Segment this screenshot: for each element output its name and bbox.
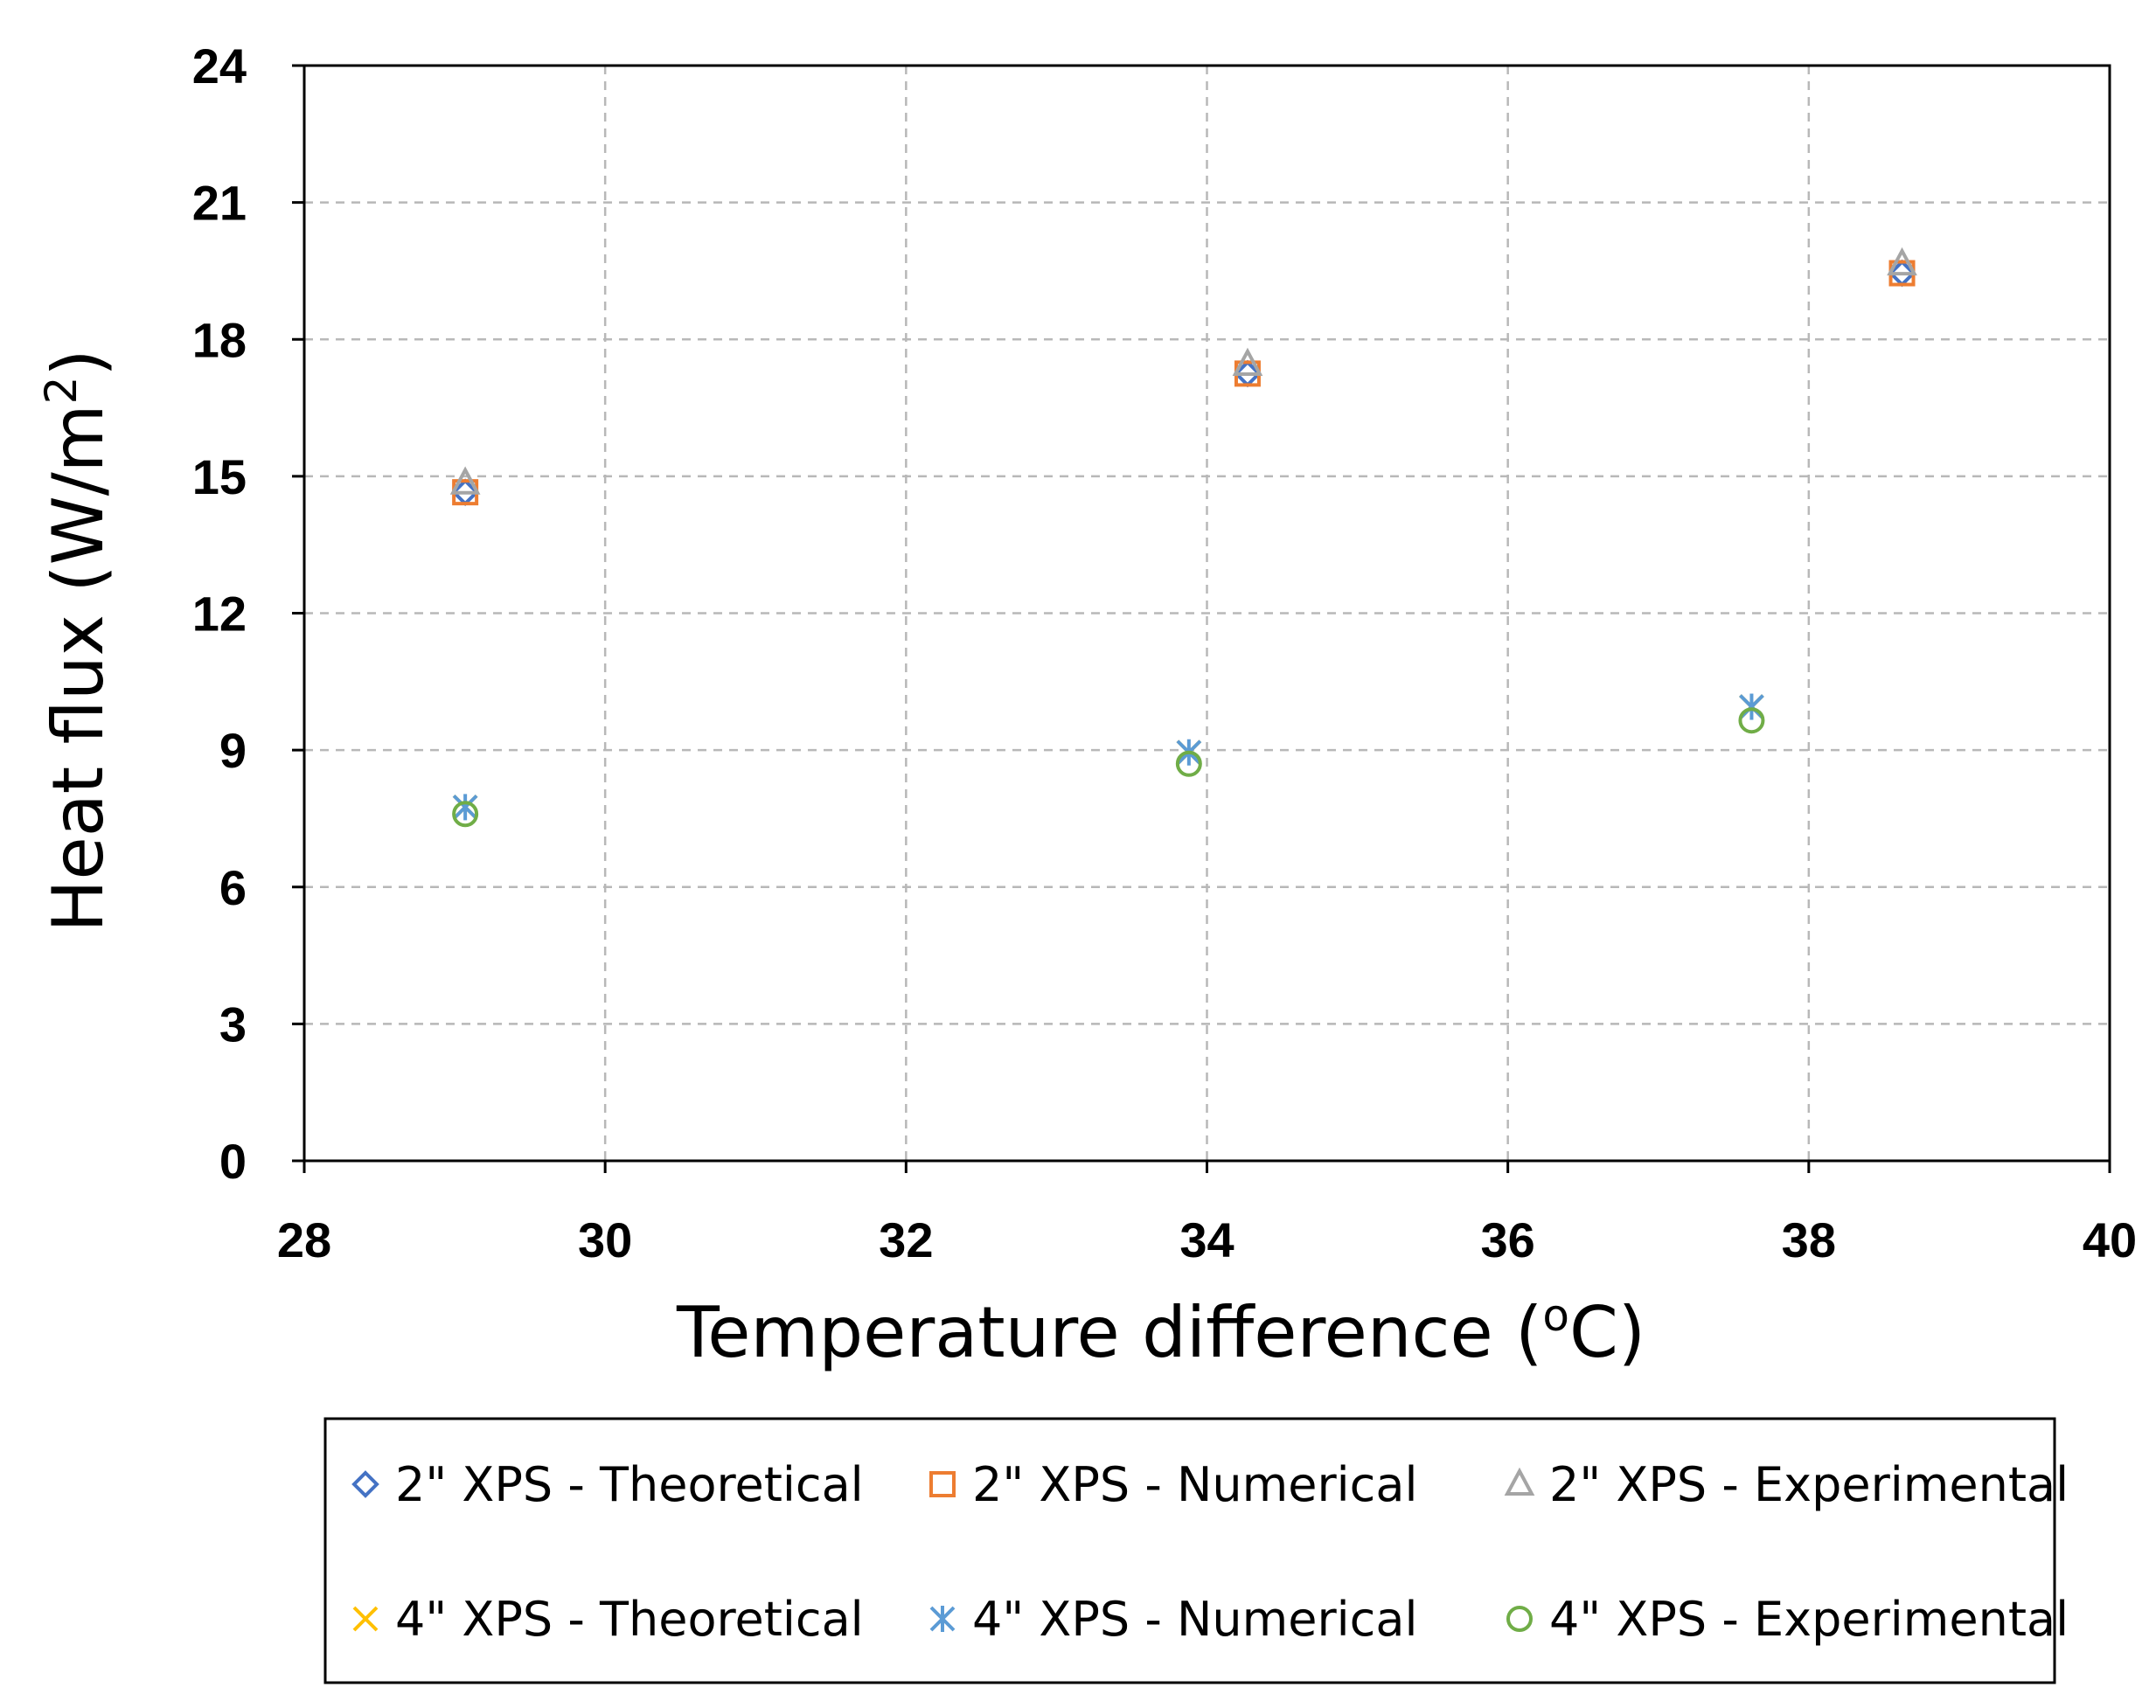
- y-tick-label: 12: [192, 587, 247, 642]
- legend-square-icon: [929, 1471, 956, 1497]
- legend-circle-icon: [1506, 1606, 1533, 1632]
- x-axis-title-sup: o: [1542, 1290, 1569, 1341]
- data-point-circle-marker: [1175, 750, 1202, 777]
- gridlines: [304, 66, 2110, 1161]
- y-axis-title-main: Heat flux (W/m: [38, 404, 119, 932]
- x-tick-label: 36: [1481, 1212, 1535, 1267]
- y-tick-label: 3: [219, 996, 247, 1052]
- y-axis-title-tail: ): [38, 349, 119, 376]
- legend-label: 2" XPS - Experimental: [1549, 1457, 2069, 1512]
- data-point-triangle-marker: [1887, 246, 1917, 276]
- data-point-circle-marker: [1738, 707, 1765, 734]
- y-axis-title: Heat flux (W/m2): [36, 349, 119, 932]
- y-tick-label: 24: [192, 38, 247, 94]
- x-tick-label: 34: [1179, 1212, 1234, 1267]
- legend-x-icon: [352, 1606, 379, 1632]
- y-tick-label: 0: [219, 1134, 247, 1189]
- legend-label: 2" XPS - Numerical: [972, 1457, 1417, 1512]
- x-axis-title-main: Temperature difference (: [676, 1292, 1542, 1373]
- y-tick-label: 15: [192, 449, 247, 504]
- y-tick-label: 6: [219, 860, 247, 915]
- legend-triangle-icon: [1504, 1467, 1535, 1496]
- legend-label: 4" XPS - Numerical: [972, 1592, 1417, 1647]
- legend: 2" XPS - Theoretical 2" XPS - Numerical 2"…: [351, 1457, 2069, 1647]
- legend-label: 4" XPS - Experimental: [1549, 1592, 2069, 1647]
- legend-label: 2" XPS - Theoretical: [395, 1457, 864, 1512]
- data-point-asterisk-marker: [452, 794, 478, 821]
- x-tick-label: 32: [879, 1212, 933, 1267]
- x-axis-title-tail: C): [1569, 1292, 1645, 1373]
- legend-diamond-icon: [351, 1470, 379, 1498]
- x-tick-label: 30: [578, 1212, 632, 1267]
- x-tick-label: 28: [277, 1212, 331, 1267]
- data-point-circle-marker: [452, 801, 479, 828]
- legend-label: 4" XPS - Theoretical: [395, 1592, 864, 1647]
- x-tick-label: 38: [1782, 1212, 1836, 1267]
- legend-asterisk-icon: [929, 1606, 956, 1632]
- legend-box: [323, 1417, 2056, 1684]
- y-tick-label: 21: [192, 176, 247, 231]
- data-markers: [449, 246, 1917, 828]
- y-axis-title-sup: 2: [36, 377, 87, 405]
- x-axis-title: Temperature difference (oC): [676, 1290, 1645, 1373]
- data-point-triangle-marker: [449, 466, 481, 495]
- x-tick-label: 40: [2083, 1212, 2137, 1267]
- y-tick-label: 9: [219, 723, 247, 778]
- data-point-triangle-marker: [1232, 347, 1263, 376]
- y-tick-label: 18: [192, 312, 247, 367]
